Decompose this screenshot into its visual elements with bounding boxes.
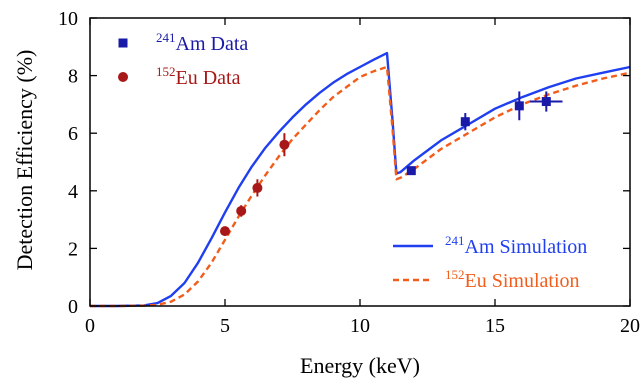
x-axis-ticks: 0 5 10 15 20 bbox=[85, 18, 640, 337]
legend-circle-marker bbox=[118, 72, 128, 82]
data-point bbox=[220, 226, 230, 237]
data-point bbox=[460, 113, 470, 131]
square-marker bbox=[406, 166, 416, 176]
series-line-3 bbox=[90, 65, 631, 308]
legend-item-2: 241Am Simulation bbox=[393, 233, 587, 258]
y-tick-label: 6 bbox=[68, 123, 78, 145]
series-line-2 bbox=[90, 51, 631, 308]
data-point bbox=[514, 91, 524, 121]
legend-label: 241Am Data bbox=[156, 30, 248, 55]
square-marker bbox=[514, 101, 524, 111]
y-tick-label: 8 bbox=[68, 66, 78, 88]
square-marker bbox=[460, 117, 470, 127]
data-point bbox=[252, 179, 263, 197]
x-tick-label: 0 bbox=[85, 315, 95, 337]
data-point bbox=[530, 91, 563, 112]
legend-item-0: 241Am Data bbox=[118, 30, 248, 55]
y-tick-label: 0 bbox=[68, 296, 78, 318]
y-axis-label: Detection Efficiency (%) bbox=[12, 50, 37, 271]
legend-label-superscript: 241 bbox=[156, 30, 176, 45]
data-point bbox=[236, 205, 247, 217]
legend-label-text: Am Data bbox=[176, 33, 249, 55]
legend-square-marker bbox=[118, 38, 128, 48]
data-points bbox=[220, 91, 563, 237]
x-axis-label: Energy (keV) bbox=[300, 353, 420, 378]
circle-marker bbox=[279, 139, 290, 150]
simulation-lines bbox=[90, 51, 631, 308]
legend-label-text: Am Simulation bbox=[465, 236, 588, 258]
circle-marker bbox=[236, 205, 247, 216]
y-tick-label: 2 bbox=[68, 238, 78, 260]
legend-label: 241Am Simulation bbox=[445, 233, 587, 258]
x-tick-label: 15 bbox=[485, 315, 505, 337]
circle-marker bbox=[252, 182, 263, 193]
legend-label-superscript: 152 bbox=[156, 64, 176, 79]
x-tick-label: 10 bbox=[350, 315, 370, 337]
legend-label: 152Eu Simulation bbox=[445, 267, 580, 292]
legend-label: 152Eu Data bbox=[156, 64, 241, 89]
y-tick-label: 4 bbox=[68, 181, 78, 203]
legend-label-text: Eu Data bbox=[176, 67, 241, 89]
legend-item-1: 152Eu Data bbox=[118, 64, 241, 89]
legend-item-3: 152Eu Simulation bbox=[393, 267, 580, 292]
data-point bbox=[406, 166, 416, 176]
circle-marker bbox=[220, 226, 230, 237]
y-axis-ticks: 0 2 4 6 8 10 bbox=[58, 8, 630, 318]
plot-frame bbox=[89, 17, 631, 307]
legend-label-superscript: 241 bbox=[445, 233, 465, 248]
legend-label-superscript: 152 bbox=[445, 267, 465, 282]
y-tick-label: 10 bbox=[58, 8, 78, 30]
data-point bbox=[279, 133, 290, 157]
x-tick-label: 20 bbox=[620, 315, 640, 337]
legend-label-text: Eu Simulation bbox=[465, 270, 580, 292]
x-tick-label: 5 bbox=[220, 315, 230, 337]
square-marker bbox=[541, 97, 551, 107]
